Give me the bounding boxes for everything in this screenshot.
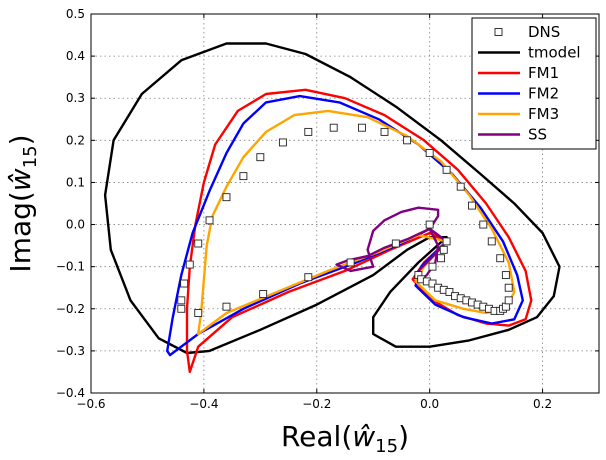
- y-tick-label: −0.2: [56, 302, 85, 316]
- series-dns-point: [177, 304, 186, 313]
- x-tick-label: −0.6: [76, 397, 105, 411]
- series-dns-point: [329, 123, 338, 132]
- x-tick-label: −0.4: [189, 397, 218, 411]
- y-tick-label: 0.1: [66, 175, 85, 189]
- series-dns-point: [278, 138, 287, 147]
- series-dns-point: [346, 258, 355, 267]
- y-axis-label: Imag(ŵ15): [4, 134, 41, 272]
- plot-series: [103, 42, 561, 374]
- legend-label-ss: SS: [528, 126, 547, 144]
- series-dns-point: [194, 309, 203, 317]
- series-dns-markers: [177, 123, 513, 317]
- y-tick-label: −0.4: [56, 386, 85, 400]
- series-dns-point: [222, 193, 231, 202]
- series-dns-point: [259, 290, 268, 298]
- series-dns-point: [304, 127, 313, 136]
- legend-label-fm3: FM3: [528, 105, 559, 123]
- series-dns-point: [496, 254, 505, 263]
- series-dns-point: [304, 273, 313, 282]
- series-dns-point: [425, 149, 434, 157]
- series-dns-point: [442, 237, 451, 246]
- y-tick-label: 0.0: [66, 218, 85, 232]
- series-dns-point: [437, 254, 445, 263]
- legend-label-dns: DNS: [528, 23, 560, 41]
- series-dns-point: [439, 245, 448, 254]
- series-dns-point: [239, 172, 248, 181]
- series-dns-point: [468, 201, 476, 210]
- series-dns-point: [205, 216, 214, 225]
- legend-box: [471, 17, 597, 150]
- x-tick-label: 0.0: [420, 397, 439, 411]
- series-dns-point: [256, 153, 265, 162]
- y-tick-label: −0.3: [56, 344, 85, 358]
- series-tmodel-line: [103, 42, 561, 355]
- legend: DNS tmodel FM1 FM2 FM3 SS: [471, 17, 597, 150]
- series-dns-point: [222, 302, 231, 311]
- series-dns-point: [425, 220, 434, 229]
- legend-label-fm2: FM2: [528, 85, 559, 103]
- series-dns-point: [391, 239, 400, 248]
- series-dns-point: [177, 296, 186, 305]
- legend-label-fm1: FM1: [528, 64, 559, 82]
- series-dns-point: [194, 239, 203, 248]
- y-tick-label: 0.4: [66, 49, 85, 63]
- series-dns-point: [185, 260, 194, 269]
- series-dns-point: [479, 220, 488, 229]
- series-dns-point: [501, 271, 510, 280]
- series-dns-point: [428, 279, 437, 288]
- y-tick-label: 0.5: [66, 7, 85, 21]
- series-dns-point: [428, 262, 437, 271]
- series-dns-point: [445, 287, 454, 296]
- legend-label-tmodel: tmodel: [528, 44, 581, 62]
- series-dns-point: [357, 123, 366, 132]
- x-axis-label: Real(ŵ15): [281, 420, 409, 457]
- plot-frame: [90, 13, 600, 394]
- series-fm2-line: [165, 94, 524, 357]
- series-dns-point: [380, 127, 389, 136]
- axis-ticks: −0.6 −0.4 −0.2 0.0 0.2−0.4−0.3−0.2−0.10.00.1…: [56, 7, 599, 411]
- y-tick-label: 0.3: [66, 91, 85, 105]
- series-fm3-line: [196, 109, 516, 336]
- series-dns-point: [487, 237, 496, 246]
- y-tick-label: 0.2: [66, 133, 85, 147]
- series-dns-point: [504, 296, 513, 305]
- series-dns-point: [456, 182, 465, 191]
- series-dns-point: [504, 283, 513, 292]
- x-tick-label: 0.2: [533, 397, 552, 411]
- series-dns-point: [442, 165, 451, 174]
- y-tick-label: −0.1: [56, 260, 85, 274]
- x-tick-label: −0.2: [302, 397, 331, 411]
- series-dns-point: [180, 279, 189, 288]
- series-dns-point: [403, 136, 412, 145]
- legend-swatch-dns: [494, 28, 503, 36]
